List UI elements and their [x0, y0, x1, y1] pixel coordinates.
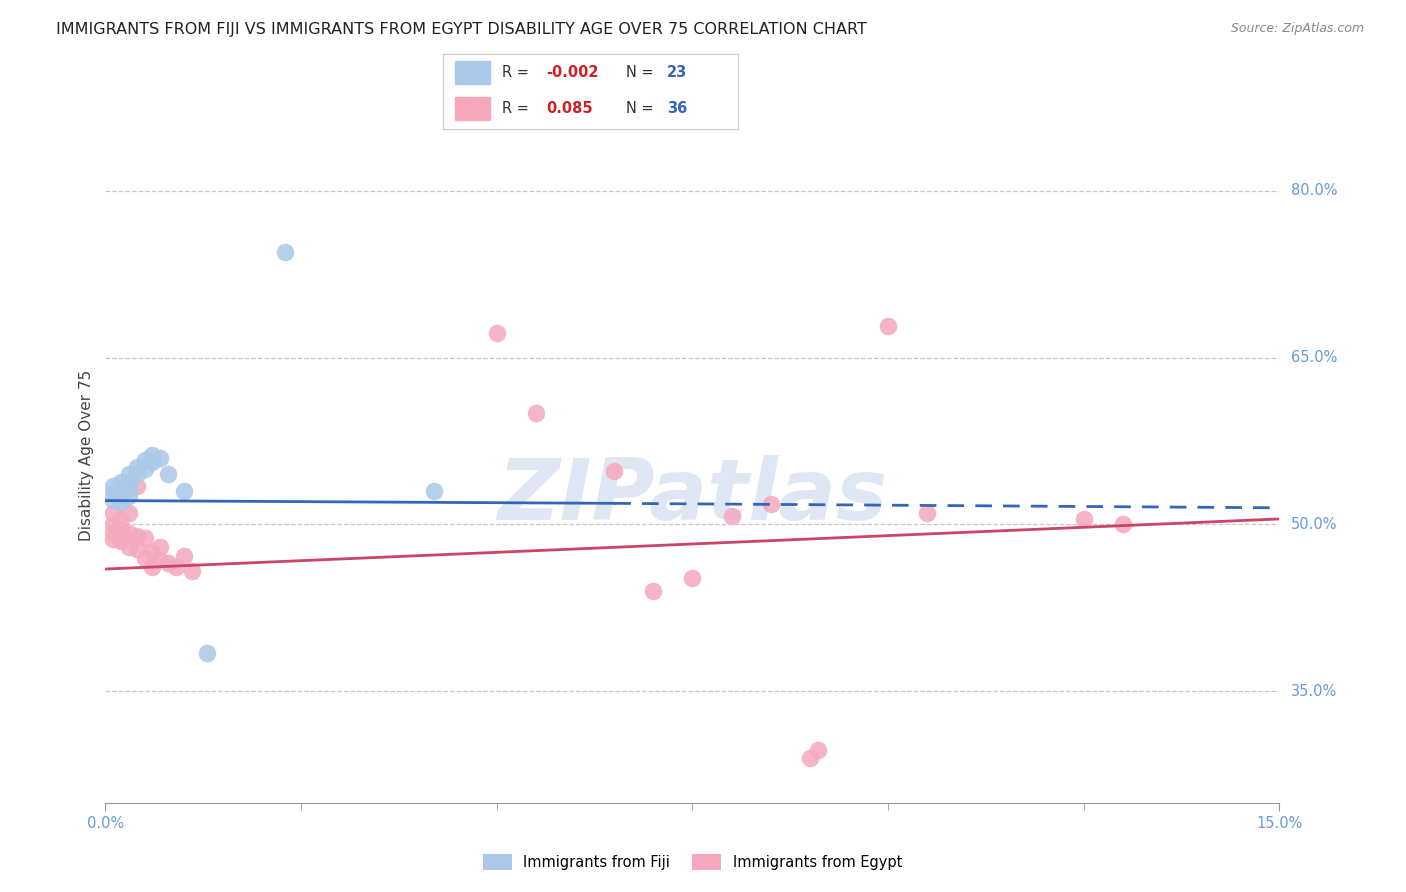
Point — [141, 559, 163, 574]
Text: N =: N = — [626, 102, 658, 116]
Point — [141, 455, 163, 469]
Point — [110, 523, 132, 537]
Point — [720, 508, 742, 523]
Text: 0.085: 0.085 — [546, 102, 593, 116]
Point — [134, 550, 156, 565]
Point — [110, 534, 132, 549]
Text: 36: 36 — [668, 102, 688, 116]
Point — [485, 326, 508, 340]
Point — [110, 484, 132, 499]
Legend: Immigrants from Fiji, Immigrants from Egypt: Immigrants from Fiji, Immigrants from Eg… — [477, 848, 908, 876]
Text: IMMIGRANTS FROM FIJI VS IMMIGRANTS FROM EGYPT DISABILITY AGE OVER 75 CORRELATION: IMMIGRANTS FROM FIJI VS IMMIGRANTS FROM … — [56, 22, 868, 37]
Text: N =: N = — [626, 65, 658, 80]
Point — [118, 482, 141, 496]
Point — [125, 467, 148, 482]
Point — [118, 507, 141, 521]
Point — [603, 464, 626, 478]
Point — [118, 489, 141, 503]
Text: ZIPatlas: ZIPatlas — [498, 455, 887, 538]
Point — [149, 450, 172, 465]
Point — [877, 319, 900, 334]
Point — [141, 545, 163, 559]
Text: 23: 23 — [668, 65, 688, 80]
Point — [103, 493, 125, 508]
Point — [149, 540, 172, 554]
Point — [799, 751, 821, 765]
Y-axis label: Disability Age Over 75: Disability Age Over 75 — [79, 369, 94, 541]
Text: 65.0%: 65.0% — [1291, 350, 1337, 365]
Point — [103, 478, 125, 492]
Point — [141, 449, 163, 463]
Point — [173, 549, 195, 563]
Point — [103, 525, 125, 540]
Point — [157, 557, 180, 571]
FancyBboxPatch shape — [454, 62, 491, 84]
Point — [157, 467, 180, 482]
Point — [110, 512, 132, 526]
Point — [110, 475, 132, 490]
Point — [681, 571, 703, 585]
FancyBboxPatch shape — [454, 97, 491, 120]
Text: 80.0%: 80.0% — [1291, 183, 1337, 198]
Point — [103, 507, 125, 521]
Point — [118, 540, 141, 554]
Point — [134, 462, 156, 476]
Point — [915, 507, 938, 521]
Point — [103, 517, 125, 532]
Point — [807, 743, 830, 757]
Text: -0.002: -0.002 — [546, 65, 599, 80]
Point — [134, 531, 156, 545]
Point — [125, 541, 148, 556]
Point — [423, 484, 446, 499]
Point — [118, 467, 141, 482]
Text: R =: R = — [502, 65, 533, 80]
Point — [125, 459, 148, 474]
Point — [110, 490, 132, 504]
Text: 35.0%: 35.0% — [1291, 684, 1337, 699]
Point — [759, 498, 782, 512]
Point — [134, 453, 156, 467]
Point — [524, 406, 547, 420]
Point — [125, 478, 148, 492]
Point — [1112, 517, 1135, 532]
Point — [118, 526, 141, 541]
Point — [110, 495, 132, 509]
Point — [125, 528, 148, 542]
Text: R =: R = — [502, 102, 538, 116]
Point — [173, 484, 195, 499]
Point — [1073, 512, 1095, 526]
Point — [165, 559, 187, 574]
Point — [180, 564, 202, 578]
Point — [274, 244, 297, 259]
Point — [103, 532, 125, 546]
Point — [118, 475, 141, 490]
Point — [149, 553, 172, 567]
Text: Source: ZipAtlas.com: Source: ZipAtlas.com — [1230, 22, 1364, 36]
Point — [103, 486, 125, 500]
Point — [195, 646, 218, 660]
Point — [643, 584, 665, 599]
Text: 50.0%: 50.0% — [1291, 517, 1337, 532]
